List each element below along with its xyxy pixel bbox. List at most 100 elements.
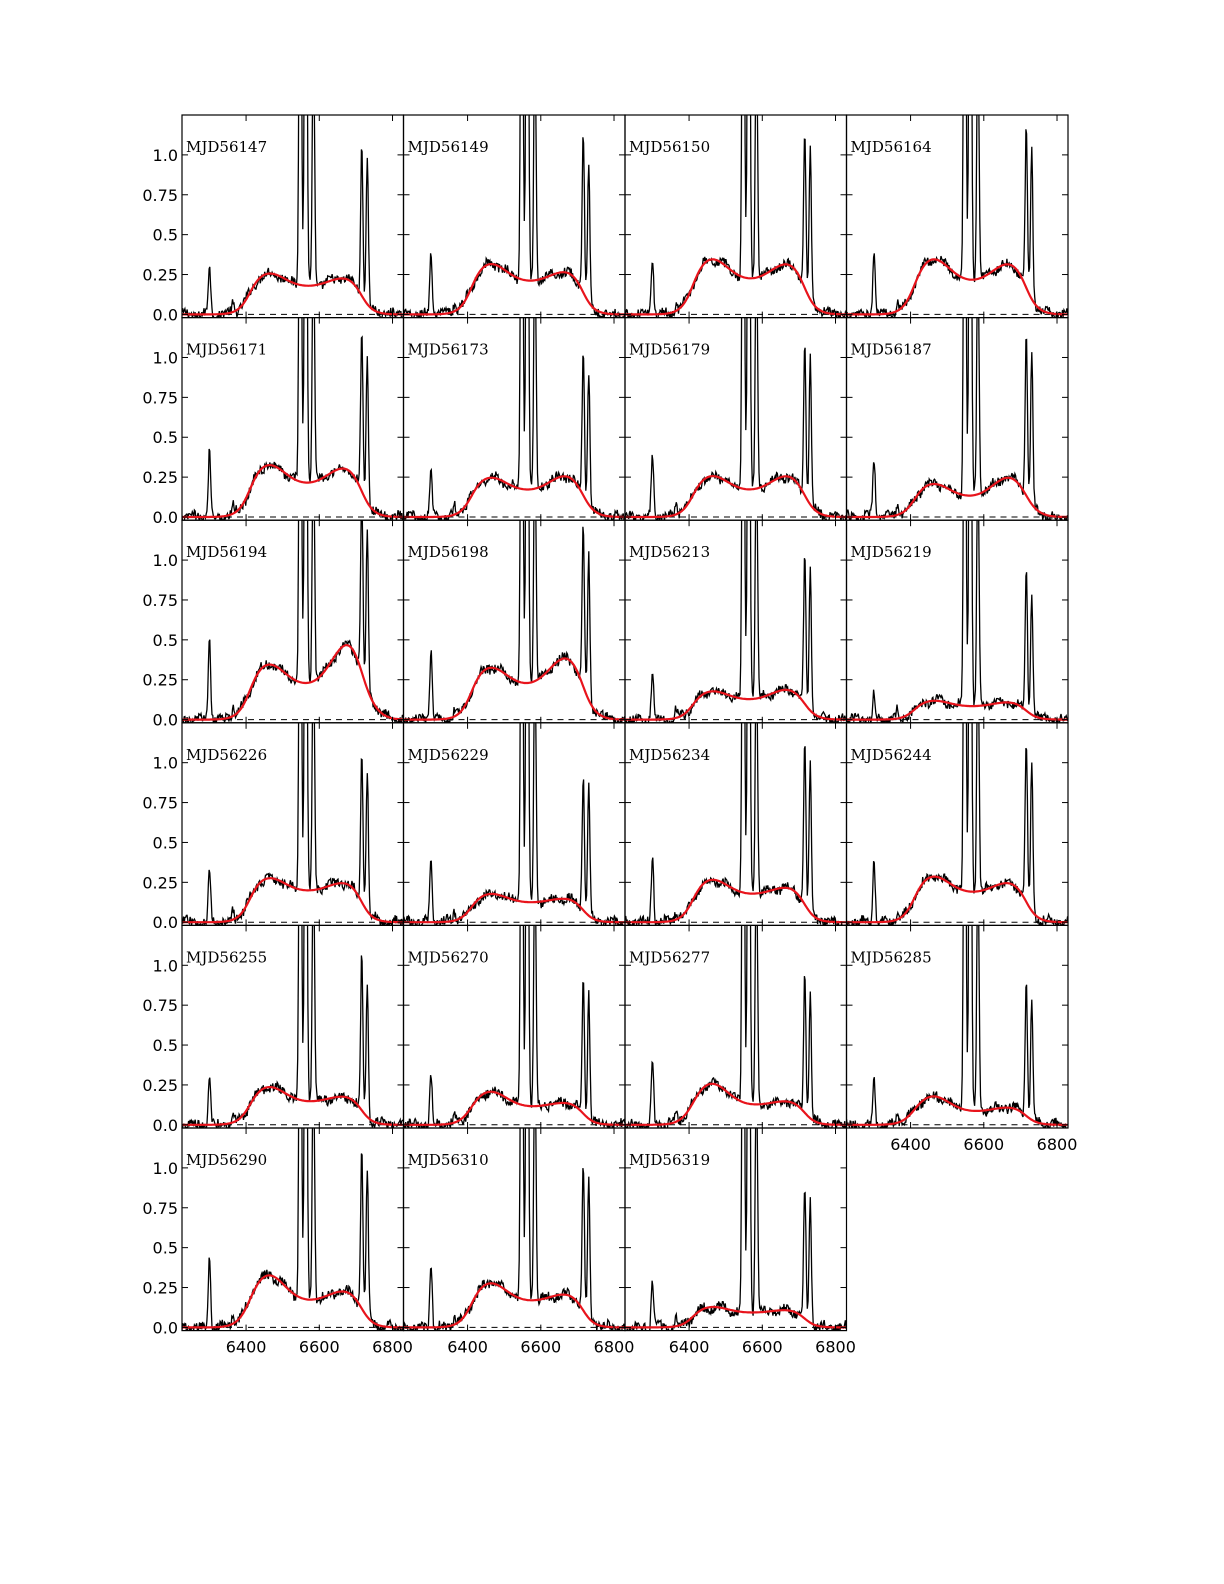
observed-spectrum-line	[403, 520, 625, 723]
panel-label: MJD56147	[186, 138, 267, 156]
y-tick-label: 1.0	[153, 754, 178, 773]
observed-spectrum-line	[846, 115, 1068, 318]
y-tick-label: 0.0	[153, 913, 178, 932]
observed-spectrum-line	[625, 115, 847, 318]
panel-label: MJD56255	[186, 948, 267, 966]
model-fit-line	[403, 892, 625, 924]
panel-frame	[845, 924, 1069, 1129]
spectrum-panel: 6400 6600 6800 MJD56319	[624, 1127, 856, 1357]
x-tick-label: 6400	[669, 1338, 710, 1357]
panel-label: MJD56234	[629, 746, 710, 764]
panel-label: MJD56310	[408, 1151, 489, 1169]
spectrum-panel: MJD56173	[402, 317, 626, 521]
spectrum-panel: 6400 6600 6800 MJD56285	[845, 924, 1078, 1154]
panel-label: MJD56179	[629, 341, 710, 359]
model-fit-line	[625, 688, 846, 721]
observed-spectrum-line	[846, 722, 1068, 926]
y-tick-label: 1.0	[153, 551, 178, 570]
panel-label: MJD56213	[629, 543, 710, 561]
spectrum-panel: MJD56244	[845, 722, 1069, 926]
spectrum-panel: MJD56149	[402, 114, 626, 319]
x-tick-label: 6600	[520, 1338, 561, 1357]
model-fit-line	[182, 464, 403, 519]
spectrum-panel: MJD56164	[845, 114, 1069, 319]
panel-label: MJD56277	[629, 948, 710, 966]
y-tick-label: 0.5	[153, 631, 178, 650]
y-tick-label: 1.0	[153, 146, 178, 165]
observed-spectrum-line	[403, 722, 624, 926]
observed-spectrum-line	[625, 520, 847, 723]
x-tick-label: 6400	[447, 1338, 488, 1357]
model-fit-line	[182, 1085, 403, 1126]
y-tick-label: 0.25	[142, 266, 178, 285]
y-tick-label: 0.0	[153, 1318, 178, 1337]
observed-spectrum-line	[846, 520, 1068, 723]
spectrum-panel: MJD56198	[402, 519, 626, 724]
x-tick-label: 6800	[815, 1338, 856, 1357]
model-fit-line	[625, 1082, 846, 1126]
y-tick-label: 0.75	[142, 388, 178, 407]
panel-label: MJD56194	[186, 543, 267, 561]
model-fit-line	[403, 1282, 625, 1329]
model-fit-line	[846, 476, 1068, 519]
panel-label: MJD56149	[408, 138, 489, 156]
y-tick-label: 0.0	[153, 508, 178, 527]
panel-label: MJD56290	[186, 1151, 267, 1169]
y-tick-label: 0.0	[153, 305, 178, 324]
x-tick-label: 6400	[890, 1135, 931, 1154]
spectrum-panel: MJD56213	[624, 519, 848, 724]
y-tick-label: 1.0	[153, 348, 178, 367]
panel-label: MJD56229	[408, 746, 489, 764]
observed-spectrum-line	[403, 925, 625, 1129]
observed-spectrum-line	[846, 925, 1068, 1129]
y-tick-label: 0.75	[142, 996, 178, 1015]
y-tick-label: 0.0	[153, 711, 178, 730]
model-fit-line	[182, 643, 403, 721]
panel-label: MJD56319	[629, 1151, 710, 1169]
y-tick-label: 1.0	[153, 1159, 178, 1178]
panel-label: MJD56270	[408, 948, 489, 966]
observed-spectrum-line	[625, 317, 847, 521]
spectrum-panel: MJD56179	[624, 317, 848, 521]
panels-layer: 0.0 0.25 0.5 0.75 1.0 MJD56147 MJD56149 MJD5615…	[142, 114, 1078, 1357]
spectrum-panel: MJD56277	[624, 924, 848, 1129]
model-fit-line	[846, 875, 1068, 924]
panel-label: MJD56219	[851, 543, 932, 561]
observed-spectrum-line	[182, 115, 404, 318]
model-fit-line	[846, 258, 1068, 316]
observed-spectrum-line	[626, 1128, 847, 1331]
observed-spectrum-line	[182, 520, 404, 723]
model-fit-line	[403, 1090, 625, 1126]
observed-spectrum-line	[403, 317, 625, 521]
panel-label: MJD56244	[851, 746, 932, 764]
panel-label: MJD56285	[851, 948, 932, 966]
x-tick-label: 6600	[742, 1338, 783, 1357]
model-fit-line	[625, 878, 846, 924]
spectrum-panel: MJD56187	[845, 317, 1069, 521]
panel-label: MJD56171	[186, 341, 267, 359]
model-fit-line	[182, 877, 403, 924]
spectrum-panel: 0.0 0.25 0.5 0.75 1.0 MJD56147	[142, 114, 405, 324]
spectrum-panel: 0.0 0.25 0.5 0.75 1.0 MJD56171	[142, 317, 405, 527]
model-fit-line	[846, 1095, 1068, 1126]
model-fit-line	[182, 1274, 403, 1329]
x-tick-label: 6600	[963, 1135, 1004, 1154]
y-tick-label: 0.75	[142, 794, 178, 813]
y-tick-label: 0.0	[153, 1116, 178, 1135]
model-fit-line	[625, 258, 846, 316]
y-tick-label: 0.5	[153, 1239, 178, 1258]
x-tick-label: 6800	[1037, 1135, 1078, 1154]
model-fit-line	[403, 657, 625, 721]
panel-label: MJD56173	[408, 341, 489, 359]
panel-label: MJD56164	[851, 138, 932, 156]
spectrum-panel: MJD56150	[624, 114, 848, 319]
observed-spectrum-line	[182, 317, 404, 521]
observed-spectrum-line	[625, 925, 847, 1129]
y-tick-label: 0.25	[142, 1076, 178, 1095]
observed-spectrum-line	[403, 115, 625, 318]
y-tick-label: 0.25	[142, 468, 178, 487]
y-tick-label: 0.5	[153, 833, 178, 852]
y-tick-label: 0.25	[142, 1279, 178, 1298]
x-tick-label: 6800	[594, 1338, 635, 1357]
